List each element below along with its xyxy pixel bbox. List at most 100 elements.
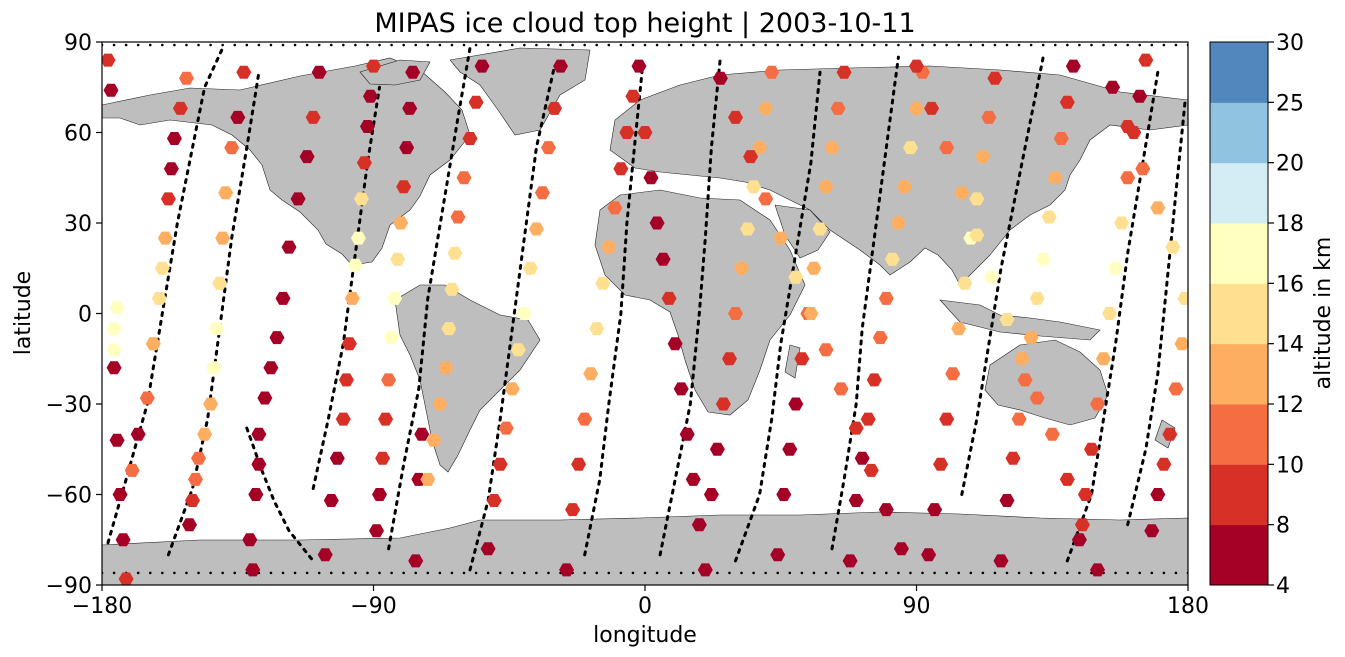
orbit-dot-south bbox=[342, 571, 345, 575]
orbit-dot-south bbox=[161, 571, 164, 575]
data-point bbox=[396, 180, 412, 194]
orbit-dot-south bbox=[547, 571, 550, 575]
orbit-track bbox=[106, 46, 225, 545]
data-point bbox=[426, 433, 442, 447]
data-point bbox=[390, 252, 406, 266]
y-tick-label: 0 bbox=[78, 303, 92, 328]
data-point bbox=[447, 246, 463, 260]
data-point bbox=[818, 180, 834, 194]
orbit-dot-north bbox=[981, 43, 985, 47]
data-point bbox=[378, 412, 394, 426]
data-point bbox=[722, 352, 737, 366]
orbit-dot-north bbox=[293, 43, 297, 47]
data-point bbox=[1041, 210, 1057, 224]
orbit-dot-south bbox=[1053, 571, 1057, 575]
orbit-dot-north bbox=[1053, 43, 1057, 47]
orbit-track bbox=[1126, 100, 1187, 527]
data-point bbox=[432, 397, 448, 411]
orbit-dot-north bbox=[136, 43, 140, 47]
data-point bbox=[764, 65, 780, 79]
data-point bbox=[1059, 472, 1075, 486]
data-point bbox=[257, 391, 273, 405]
data-point bbox=[498, 421, 514, 435]
orbit-dot-north bbox=[872, 43, 876, 47]
data-point bbox=[1071, 533, 1087, 547]
data-point bbox=[818, 343, 834, 357]
orbit-dot-north bbox=[305, 43, 309, 47]
data-point bbox=[999, 494, 1015, 507]
orbit-dot-north bbox=[329, 43, 333, 47]
data-point bbox=[480, 542, 496, 556]
orbit-track bbox=[583, 70, 644, 557]
orbit-dot-north bbox=[1078, 43, 1081, 47]
orbit-dot-north bbox=[378, 43, 381, 47]
data-point bbox=[185, 494, 200, 507]
orbit-dot-north bbox=[426, 43, 430, 47]
data-point bbox=[975, 150, 991, 164]
data-point bbox=[752, 141, 768, 155]
data-point bbox=[275, 291, 291, 305]
x-axis: −180 −90 0 90 180 bbox=[72, 585, 1209, 619]
orbit-dot-north bbox=[776, 43, 780, 47]
x-tick-label: 180 bbox=[1167, 594, 1209, 619]
colorbar-bin bbox=[1210, 223, 1268, 284]
data-point bbox=[969, 192, 985, 206]
orbit-dot-south bbox=[233, 571, 237, 575]
orbit-dot-south bbox=[510, 571, 514, 575]
orbit-dot-south bbox=[1174, 571, 1178, 575]
orbit-dot-north bbox=[619, 43, 623, 47]
orbit-dot-north bbox=[221, 43, 224, 47]
colorbar: 4 8 10 12 14 16 18 20 25 30 bbox=[1209, 31, 1304, 599]
data-point bbox=[323, 494, 339, 507]
orbit-dot-north bbox=[655, 43, 659, 47]
orbit-dot-north bbox=[836, 43, 840, 47]
data-point bbox=[969, 228, 985, 242]
data-point bbox=[344, 291, 360, 305]
data-point bbox=[1144, 524, 1160, 538]
orbit-dot-north bbox=[559, 43, 562, 47]
orbit-dot-north bbox=[1066, 43, 1069, 47]
orbit-dot-south bbox=[1041, 571, 1045, 575]
data-point bbox=[571, 457, 587, 471]
data-point bbox=[643, 171, 659, 185]
data-point bbox=[456, 171, 472, 185]
orbit-dot-south bbox=[667, 571, 671, 575]
data-point bbox=[191, 451, 206, 465]
orbit-dot-south bbox=[812, 571, 816, 575]
orbit-dot-south bbox=[1162, 571, 1166, 575]
data-point bbox=[782, 442, 798, 456]
orbit-dot-south bbox=[1005, 571, 1009, 575]
y-axis: −90 −60 −30 0 30 60 90 bbox=[46, 31, 102, 599]
data-point bbox=[631, 59, 647, 73]
orbit-tracks bbox=[102, 43, 1188, 575]
colorbar-tick-label: 16 bbox=[1276, 272, 1304, 297]
data-point bbox=[387, 291, 403, 305]
orbit-track bbox=[734, 70, 822, 563]
data-point bbox=[884, 252, 900, 266]
orbit-dot-north bbox=[474, 43, 478, 47]
data-point bbox=[909, 101, 924, 115]
data-point bbox=[981, 110, 997, 124]
orbit-dot-south bbox=[788, 571, 792, 575]
y-axis-title: latitude bbox=[11, 271, 36, 355]
chart-title: MIPAS ice cloud top height | 2003-10-11 bbox=[374, 8, 915, 39]
orbit-dot-south bbox=[1029, 571, 1033, 575]
data-point bbox=[209, 322, 225, 336]
orbit-dot-north bbox=[957, 43, 961, 47]
orbit-dot-south bbox=[354, 571, 357, 575]
data-point bbox=[1177, 291, 1188, 305]
orbit-dot-south bbox=[1078, 571, 1081, 575]
orbit-dot-south bbox=[378, 571, 381, 575]
data-point bbox=[109, 301, 125, 314]
data-point bbox=[743, 150, 759, 164]
data-point bbox=[860, 412, 876, 426]
data-point bbox=[444, 282, 460, 296]
orbit-dot-north bbox=[933, 43, 936, 47]
data-point bbox=[329, 451, 345, 465]
x-axis-title: longitude bbox=[593, 623, 697, 648]
orbit-dot-south bbox=[209, 571, 212, 575]
data-point bbox=[1084, 442, 1099, 456]
orbit-dot-north bbox=[1174, 43, 1178, 47]
orbit-dot-north bbox=[173, 43, 176, 47]
orbit-dot-south bbox=[136, 571, 140, 575]
